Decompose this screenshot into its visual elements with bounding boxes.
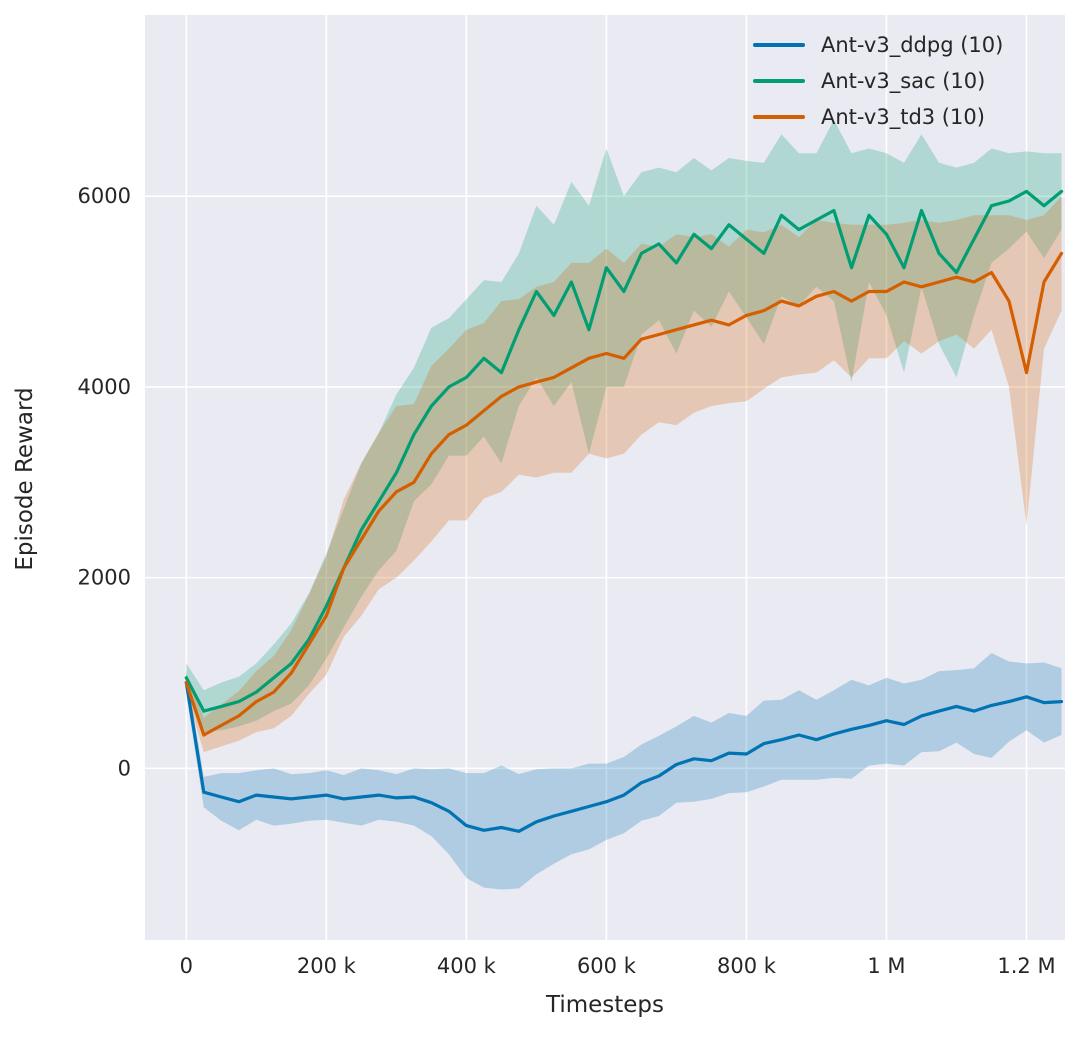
series-line-0 xyxy=(184,680,1064,833)
confidence-band-2 xyxy=(186,196,1062,753)
y-axis-label: Episode Reward xyxy=(12,387,38,571)
y-tick-label: 4000 xyxy=(78,375,131,399)
x-tick-label: 1 M xyxy=(867,954,905,978)
y-tick-label: 2000 xyxy=(78,566,131,590)
x-tick-label: 0 xyxy=(180,954,193,978)
legend-line-swatch-td3 xyxy=(753,115,805,119)
legend-label-sac: Ant-v3_sac (10) xyxy=(821,69,986,93)
legend-item-td3: Ant-v3_td3 (10) xyxy=(753,105,1003,129)
legend-line-swatch-ddpg xyxy=(753,43,805,47)
legend-item-ddpg: Ant-v3_ddpg (10) xyxy=(753,33,1003,57)
x-tick-label: 800 k xyxy=(717,954,777,978)
y-tick-label: 6000 xyxy=(78,184,131,208)
legend: Ant-v3_ddpg (10) Ant-v3_sac (10) Ant-v3_… xyxy=(753,33,1003,129)
legend-line-swatch-sac xyxy=(753,79,805,83)
series-line-1 xyxy=(184,189,1064,713)
confidence-band-1 xyxy=(186,119,1062,733)
series-line-2 xyxy=(184,251,1064,737)
confidence-band-0 xyxy=(186,653,1062,890)
x-tick-label: 1.2 M xyxy=(997,954,1055,978)
x-tick-label: 600 k xyxy=(577,954,637,978)
x-tick-label: 400 k xyxy=(437,954,497,978)
x-tick-label: 200 k xyxy=(297,954,357,978)
y-tick-label: 0 xyxy=(118,756,131,780)
x-axis-label: Timesteps xyxy=(545,992,665,1018)
plot-background xyxy=(145,15,1065,940)
legend-label-ddpg: Ant-v3_ddpg (10) xyxy=(821,33,1004,57)
legend-label-td3: Ant-v3_td3 (10) xyxy=(821,105,985,129)
legend-item-sac: Ant-v3_sac (10) xyxy=(753,69,1003,93)
